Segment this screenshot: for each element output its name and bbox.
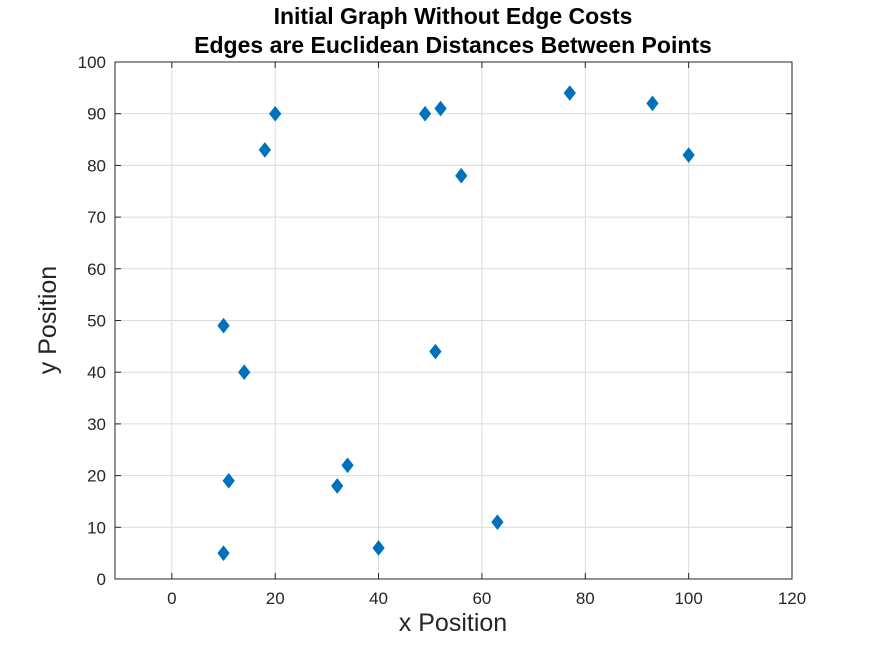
data-point (258, 142, 272, 158)
data-point (429, 343, 442, 360)
y-tick-label: 70 (87, 208, 106, 227)
y-tick-label: 50 (87, 312, 106, 331)
data-point (491, 514, 504, 530)
x-tick-label: 20 (266, 589, 285, 608)
chart-title-line-2: Edges are Euclidean Distances Between Po… (194, 32, 712, 58)
x-tick-label: 100 (674, 589, 702, 608)
y-tick-label: 100 (78, 53, 106, 72)
y-tick-label: 90 (87, 105, 106, 124)
y-axis-label: y Position (34, 266, 62, 374)
x-tick-label: 120 (778, 589, 806, 608)
data-point (455, 167, 468, 184)
y-tick-label: 30 (87, 415, 106, 434)
y-tick-label: 10 (87, 518, 106, 537)
x-tick-label: 0 (167, 589, 176, 608)
x-axis-label: x Position (399, 609, 507, 637)
y-tick-label: 40 (87, 363, 106, 382)
data-point (222, 472, 235, 489)
data-point (372, 540, 385, 556)
data-point (646, 95, 659, 112)
data-point (418, 105, 432, 122)
data-points (217, 85, 695, 561)
data-point (682, 147, 695, 163)
tick-marks (115, 61, 793, 580)
data-point (269, 105, 282, 122)
y-tick-labels: 0 10 20 30 40 50 60 70 80 90 100 (78, 53, 106, 589)
axes-box (114, 61, 793, 580)
x-tick-labels: 0 20 40 60 80 100 120 (167, 589, 806, 608)
data-point (217, 317, 230, 334)
data-point (331, 478, 344, 494)
y-tick-label: 20 (87, 467, 106, 486)
chart-title-line-1: Initial Graph Without Edge Costs (274, 3, 633, 29)
data-point (217, 545, 230, 561)
y-tick-label: 0 (97, 570, 106, 589)
data-point (238, 364, 251, 381)
data-point (563, 85, 576, 101)
data-point (434, 100, 447, 117)
y-tick-label: 60 (87, 260, 106, 279)
x-tick-label: 40 (369, 589, 388, 608)
x-tick-label: 60 (472, 589, 491, 608)
x-tick-label: 80 (576, 589, 595, 608)
data-point (341, 457, 354, 474)
y-tick-label: 80 (87, 156, 106, 175)
